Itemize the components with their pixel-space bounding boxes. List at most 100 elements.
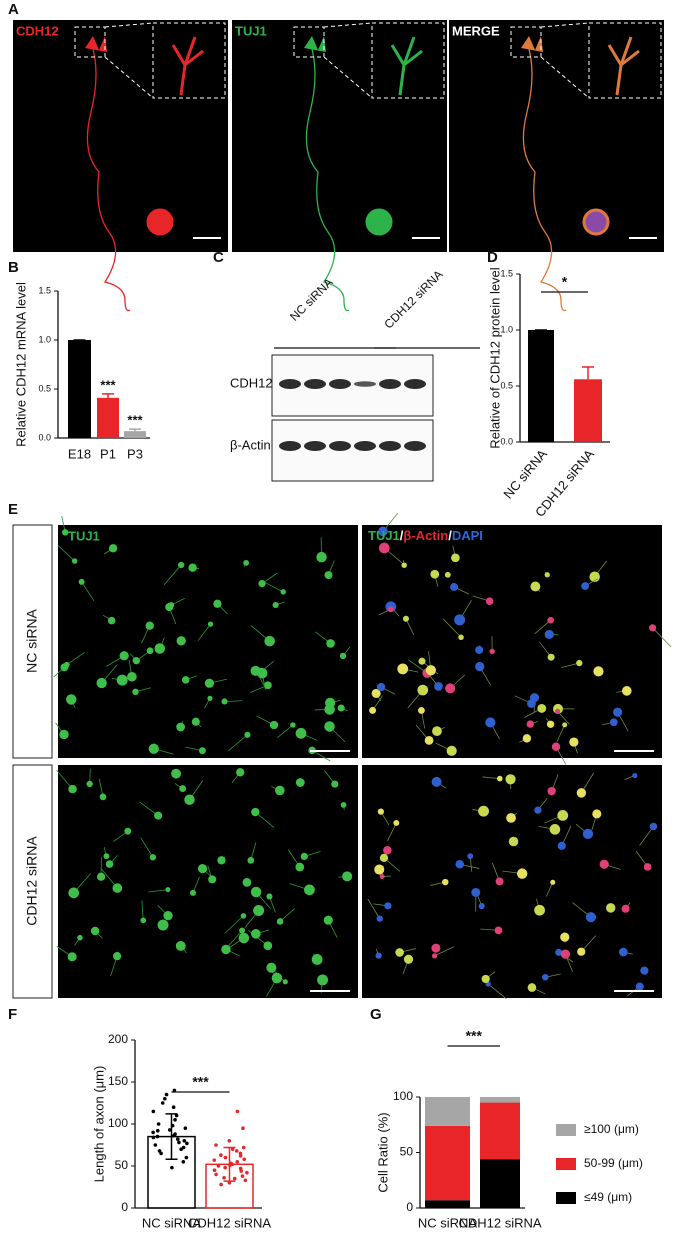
cell <box>424 735 434 745</box>
zoom-link <box>540 22 590 99</box>
cell <box>119 651 129 661</box>
band <box>329 441 351 451</box>
bar-segment <box>480 1102 520 1160</box>
cell <box>425 665 436 676</box>
cell <box>527 699 536 708</box>
zoom-link <box>104 22 154 99</box>
data-point <box>163 1097 167 1101</box>
error-bar <box>102 393 114 398</box>
cell <box>250 886 262 898</box>
cell <box>208 875 217 884</box>
cell <box>264 635 275 647</box>
channel-part: / <box>448 528 452 543</box>
inset-cone <box>607 36 640 96</box>
cell <box>280 589 286 595</box>
y-tick-label: 50 <box>400 1145 414 1159</box>
data-point <box>173 1132 177 1136</box>
cell <box>401 562 407 568</box>
data-point <box>223 1165 227 1170</box>
cell <box>272 601 279 609</box>
cell <box>534 806 542 814</box>
cell <box>369 706 377 714</box>
cell <box>331 780 339 788</box>
neurite <box>557 711 570 725</box>
cell <box>96 677 107 689</box>
cell <box>434 682 443 691</box>
cell <box>276 918 284 925</box>
cell <box>63 661 70 668</box>
data-point <box>170 1165 174 1170</box>
cell <box>621 904 630 913</box>
cell <box>243 559 250 566</box>
data-point <box>181 1160 186 1164</box>
neurite <box>228 930 243 947</box>
neurite <box>197 623 211 641</box>
y-tick-label: 1.5 <box>500 268 513 278</box>
zoom-inset <box>371 22 445 99</box>
data-point <box>219 1182 223 1187</box>
channel-part: DAPI <box>452 528 483 543</box>
cell <box>444 571 451 578</box>
cell <box>387 606 394 613</box>
band <box>279 441 301 451</box>
cell <box>395 948 404 957</box>
cell <box>266 893 273 900</box>
row-box <box>12 524 53 759</box>
neurite <box>652 627 672 648</box>
cell <box>271 972 283 984</box>
growth-cone <box>304 36 326 52</box>
cell <box>66 694 77 705</box>
bar-segment <box>480 1097 520 1103</box>
cell <box>247 857 255 864</box>
data-point <box>239 1169 243 1173</box>
bar <box>124 431 146 438</box>
neurite <box>81 581 95 602</box>
data-point <box>227 1181 232 1185</box>
cell <box>221 698 228 705</box>
row-label: NC siRNA <box>24 608 40 672</box>
y-axis-label: Length of axon (μm) <box>91 1066 106 1183</box>
cell <box>148 743 159 754</box>
cell <box>481 974 490 984</box>
band <box>379 441 401 451</box>
cell <box>198 747 206 755</box>
data-point <box>243 1178 248 1183</box>
cell <box>432 726 442 736</box>
cell <box>253 905 265 917</box>
channel-label: TUJ1 <box>68 528 100 543</box>
data-point <box>181 1145 186 1150</box>
cell <box>258 579 266 588</box>
cell <box>530 581 541 592</box>
data-point <box>241 1145 246 1150</box>
cell <box>592 809 602 819</box>
channel-label: CDH12 <box>16 23 59 38</box>
legend-swatch <box>556 1158 576 1170</box>
data-point <box>164 1092 169 1097</box>
legend-swatch <box>556 1192 576 1204</box>
cell <box>378 526 388 537</box>
channel-label: TUJ1 <box>235 23 267 38</box>
error-bar <box>165 1113 178 1161</box>
y-tick-label: 1.0 <box>38 334 51 344</box>
neurite <box>367 898 381 919</box>
cell <box>557 841 566 850</box>
data-point <box>219 1153 223 1157</box>
cell <box>316 551 327 563</box>
data-point <box>171 1105 176 1109</box>
soma <box>365 208 393 236</box>
neurite <box>163 564 182 586</box>
cell <box>240 913 247 919</box>
cell <box>550 879 556 885</box>
y-tick-label: 50 <box>115 1158 129 1172</box>
channel-part: / <box>400 528 404 543</box>
cell <box>475 661 485 672</box>
band <box>354 381 376 387</box>
legend-label: ≤49 (μm) <box>584 1190 632 1204</box>
cell <box>649 822 658 831</box>
cell <box>207 621 214 627</box>
cell <box>239 927 246 934</box>
data-point <box>222 1175 226 1180</box>
cell <box>99 793 107 801</box>
blot <box>271 419 434 482</box>
cell <box>96 872 106 881</box>
